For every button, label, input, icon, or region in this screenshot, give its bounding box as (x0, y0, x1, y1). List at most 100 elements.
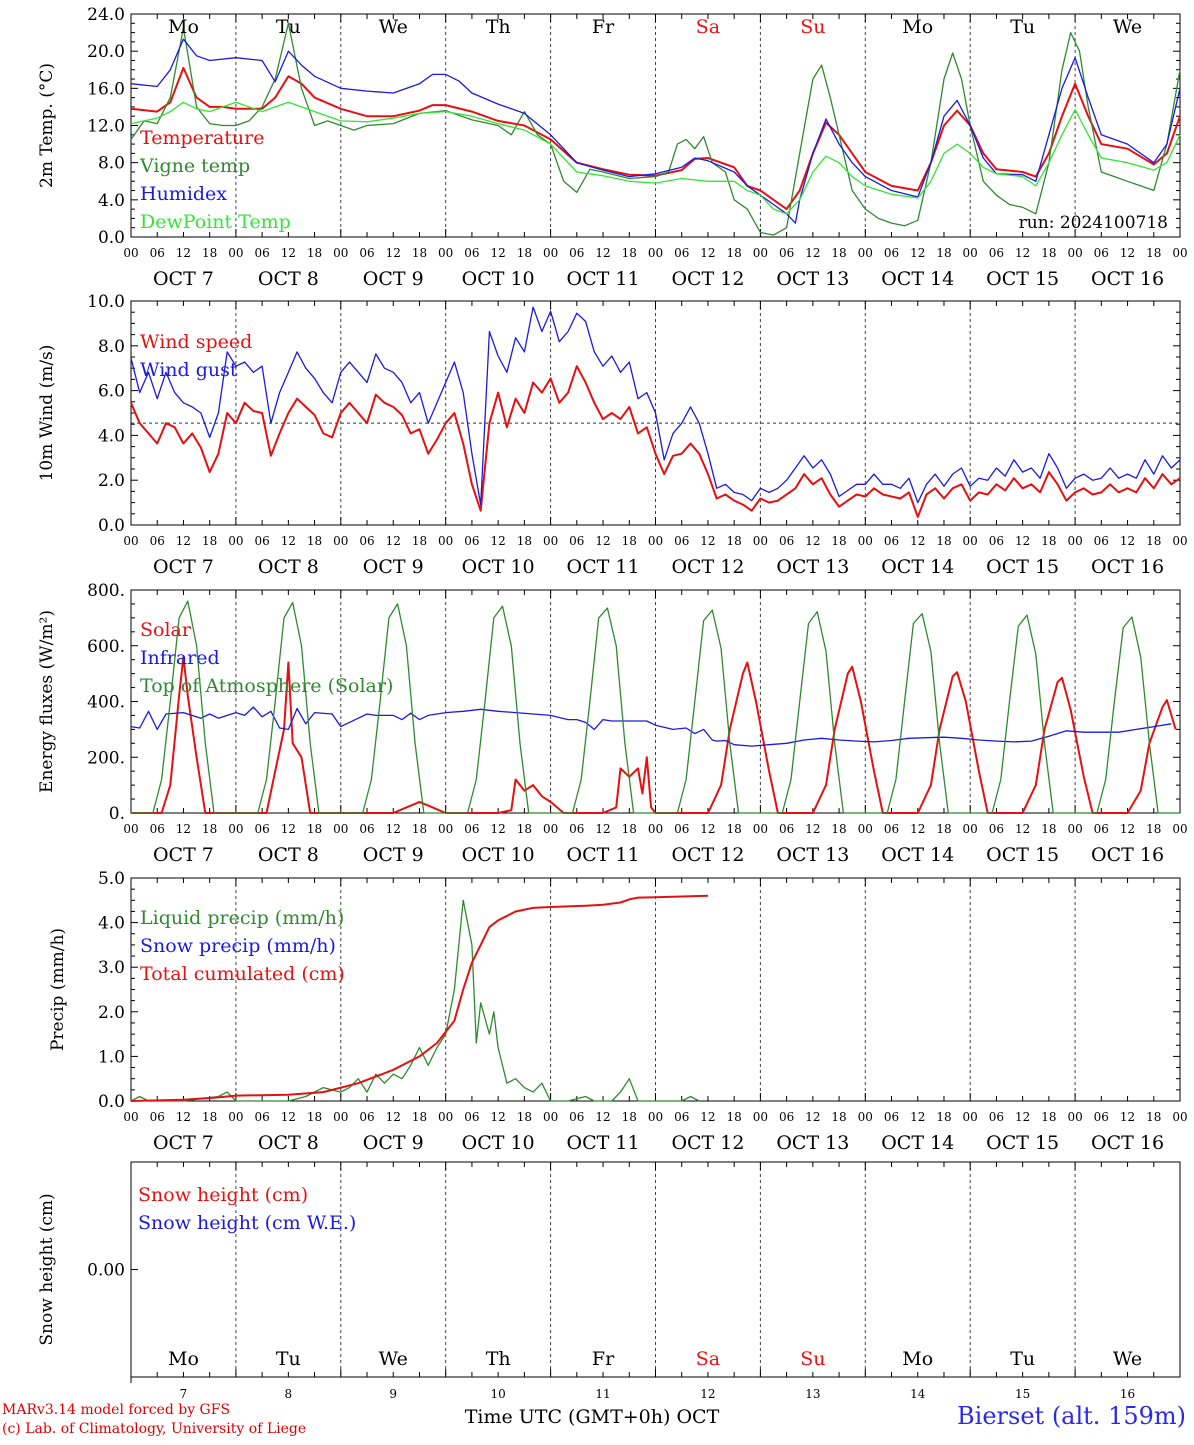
date-label: OCT 14 (881, 844, 954, 866)
y-tick-label: 2.0 (98, 1003, 125, 1023)
weekday-label: We (379, 1348, 408, 1370)
panel-wind: 0.0 2.0 4.0 6.0 8.0 10.0 10m Wind (m/s) Wind sp… (37, 292, 1188, 578)
hour-tick-label: 06 (884, 534, 899, 548)
date-label: OCT 11 (567, 844, 640, 866)
hour-tick-label: 12 (1120, 822, 1135, 836)
date-label: OCT 11 (567, 1132, 640, 1154)
date-label: OCT 10 (462, 1132, 535, 1154)
hour-tick-label: 00 (963, 1110, 978, 1124)
hour-tick-label: 12 (1015, 534, 1030, 548)
legend-entry: Liquid precip (mm/h) (140, 907, 344, 929)
y-axis-label: Energy fluxes (W/m²) (37, 610, 57, 793)
y-axis-label: 2m Temp. (°C) (37, 63, 57, 188)
hour-tick-label: 18 (202, 1110, 217, 1124)
hour-tick-label: 12 (910, 1110, 925, 1124)
weekday-label: We (1113, 16, 1142, 38)
weekday-label: Tu (276, 16, 301, 38)
date-label: OCT 11 (567, 556, 640, 578)
hour-tick-label: 00 (753, 534, 768, 548)
weekday-label: Tu (1010, 16, 1035, 38)
hour-tick-label: 12 (386, 246, 401, 260)
hour-tick-label: 06 (254, 246, 269, 260)
hour-tick-label: 06 (989, 1110, 1004, 1124)
hour-tick-label: 00 (648, 246, 663, 260)
hour-tick-label: 12 (700, 534, 715, 548)
weekday-label: Fr (592, 16, 615, 38)
hour-tick-label: 00 (963, 822, 978, 836)
y-tick-label: 4.0 (98, 914, 125, 934)
hour-tick-label: 00 (963, 534, 978, 548)
weekday-label: Th (486, 1348, 511, 1370)
hour-tick-label: 06 (150, 1110, 165, 1124)
hour-tick-label: 06 (569, 822, 584, 836)
y-tick-label: 0.0 (98, 228, 125, 248)
date-label: OCT 8 (258, 844, 319, 866)
hour-tick-label: 18 (1041, 1110, 1056, 1124)
hour-tick-label: 06 (569, 1110, 584, 1124)
weekday-label: We (379, 16, 408, 38)
date-label: OCT 12 (671, 556, 744, 578)
weekday-label: Mo (902, 1348, 933, 1370)
date-label: OCT 7 (153, 268, 214, 290)
hour-tick-label: 00 (333, 822, 348, 836)
date-label: OCT 14 (881, 556, 954, 578)
hour-tick-label: 18 (622, 1110, 637, 1124)
date-number-label: 8 (285, 1387, 293, 1401)
date-number-label: 13 (805, 1387, 820, 1401)
hour-tick-label: 12 (281, 1110, 296, 1124)
hour-tick-label: 12 (386, 1110, 401, 1124)
hour-tick-label: 00 (228, 1110, 243, 1124)
legend-entry: Vigne temp (139, 155, 250, 177)
hour-tick-label: 18 (517, 822, 532, 836)
date-number-label: 12 (700, 1387, 715, 1401)
hour-tick-label: 12 (700, 246, 715, 260)
legend-entry: Wind gust (140, 359, 238, 381)
y-tick-label: 0.0 (98, 1092, 125, 1112)
date-label: OCT 16 (1091, 556, 1164, 578)
legend-entry: Temperature (140, 127, 264, 149)
hour-tick-label: 12 (176, 534, 191, 548)
series-line-wind-gust (130, 306, 1181, 506)
y-tick-label: 0. (109, 804, 125, 824)
hour-tick-label: 00 (648, 534, 663, 548)
hour-tick-label: 00 (333, 246, 348, 260)
y-tick-label: 10.0 (87, 292, 125, 312)
hour-tick-label: 06 (464, 246, 479, 260)
hour-tick-label: 12 (176, 1110, 191, 1124)
weekday-label: Th (486, 16, 511, 38)
weekday-label: Su (800, 16, 825, 38)
date-label: OCT 13 (776, 268, 849, 290)
date-label: OCT 12 (671, 268, 744, 290)
hour-tick-label: 12 (595, 534, 610, 548)
date-label: OCT 13 (776, 844, 849, 866)
series-line-top-of-atmosphere-solar- (131, 600, 1180, 814)
y-tick-label: 3.0 (98, 958, 125, 978)
hour-tick-label: 12 (1015, 1110, 1030, 1124)
hour-tick-label: 18 (1041, 822, 1056, 836)
series-line-temperature (130, 66, 1181, 211)
hour-tick-label: 06 (1094, 534, 1109, 548)
hour-tick-label: 18 (1146, 534, 1161, 548)
hour-tick-label: 18 (1146, 1110, 1161, 1124)
hour-tick-label: 18 (831, 1110, 846, 1124)
date-label: OCT 16 (1091, 268, 1164, 290)
y-axis-label: Snow height (cm) (37, 1193, 57, 1345)
hour-tick-label: 06 (884, 1110, 899, 1124)
legend-entry: Snow height (cm W.E.) (138, 1212, 356, 1234)
hour-tick-label: 18 (517, 1110, 532, 1124)
hour-tick-label: 18 (727, 534, 742, 548)
date-label: OCT 7 (153, 556, 214, 578)
date-label: OCT 8 (258, 268, 319, 290)
hour-tick-label: 12 (281, 822, 296, 836)
hour-tick-label: 12 (910, 534, 925, 548)
legend-entry: Snow precip (mm/h) (140, 935, 336, 957)
hour-tick-label: 00 (438, 534, 453, 548)
y-axis-label: Precip (mm/h) (48, 928, 68, 1051)
hour-tick-label: 18 (202, 246, 217, 260)
hour-tick-label: 06 (674, 1110, 689, 1124)
hour-tick-label: 06 (359, 1110, 374, 1124)
y-tick-label: 0.00 (87, 1261, 125, 1281)
lab-credit: (c) Lab. of Climatology, University of L… (2, 1421, 307, 1437)
hour-tick-label: 06 (150, 534, 165, 548)
